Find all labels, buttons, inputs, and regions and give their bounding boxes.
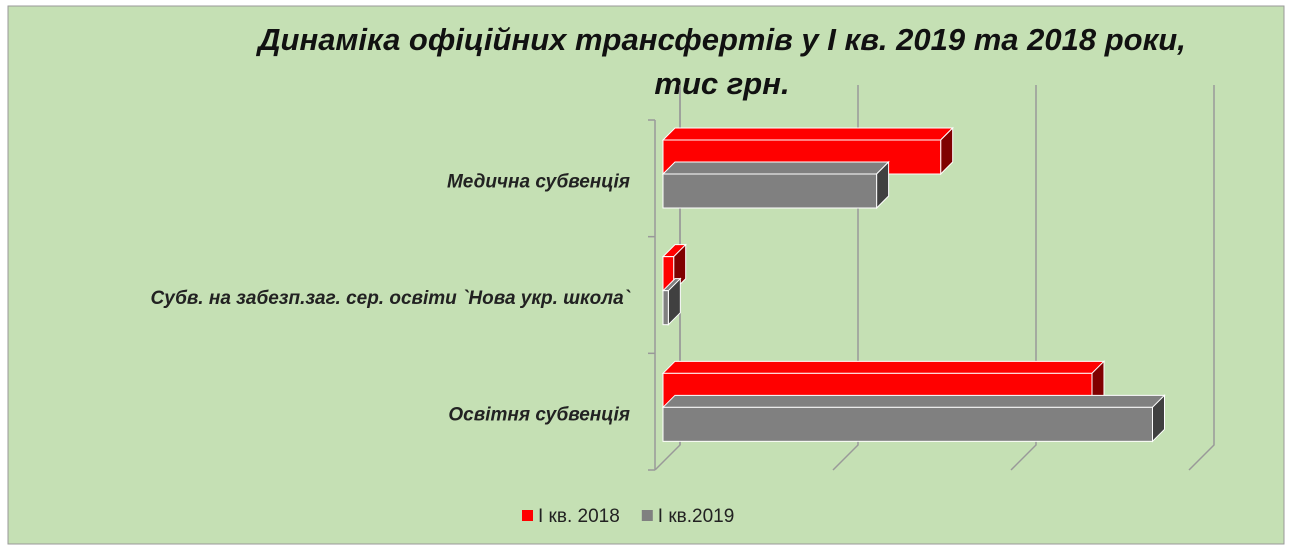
legend-swatch <box>522 510 533 521</box>
legend-swatch <box>641 510 653 521</box>
legend-label: І кв. 2018 <box>538 506 620 527</box>
bar-top <box>661 394 1166 408</box>
bar-top <box>661 161 890 175</box>
chart-title: тис грн. <box>654 66 789 101</box>
bar <box>662 290 669 326</box>
chart-title: Динаміка офіційних трансфертів у І кв. 2… <box>255 22 1186 57</box>
grid-line <box>1010 85 1037 471</box>
y-tick-label: Освітня субвенція <box>448 405 630 426</box>
bar <box>662 173 878 209</box>
bar-top <box>661 127 954 141</box>
legend-label: І кв.2019 <box>658 506 735 527</box>
bar <box>662 406 1153 442</box>
bar-top <box>661 360 1106 374</box>
chart-background <box>7 5 1285 545</box>
y-tick-label: Медична субвенція <box>447 171 630 192</box>
y-tick-label: Субв. на забезп.заг. сер. освіти `Нова у… <box>151 288 631 309</box>
grid-line <box>1188 85 1215 471</box>
